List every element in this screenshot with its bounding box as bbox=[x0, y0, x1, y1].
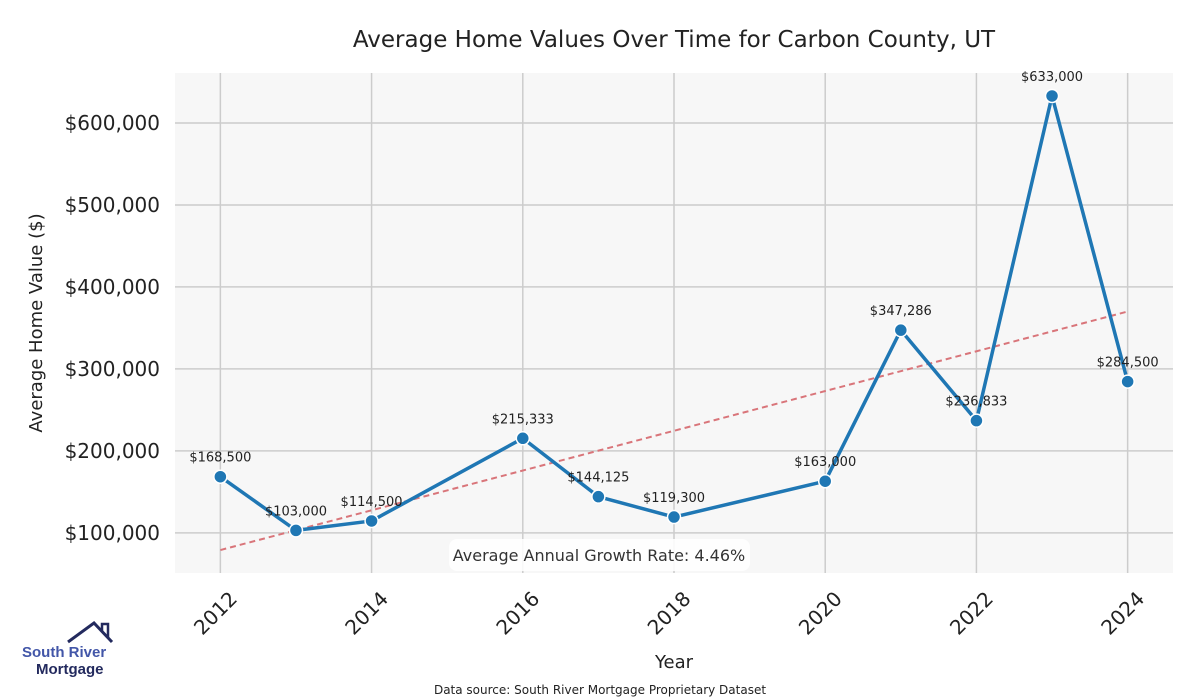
data-point bbox=[591, 489, 606, 504]
data-label: $119,300 bbox=[643, 491, 705, 506]
data-point bbox=[364, 513, 379, 529]
y-axis-label: Average Home Value ($) bbox=[26, 213, 47, 432]
growth-rate-annotation: Average Annual Growth Rate: 4.46% bbox=[453, 546, 745, 565]
x-axis-label: Year bbox=[654, 652, 694, 673]
x-tick-label: 2018 bbox=[643, 587, 696, 640]
chart-title: Average Home Values Over Time for Carbon… bbox=[353, 27, 996, 53]
data-label: $114,500 bbox=[341, 495, 403, 510]
y-tick-label: $500,000 bbox=[65, 193, 160, 217]
data-label: $163,000 bbox=[794, 455, 856, 470]
south-river-mortgage-logo: South River Mortgage bbox=[22, 620, 114, 682]
data-point bbox=[1044, 88, 1060, 104]
data-point bbox=[893, 322, 909, 338]
data-label: $215,333 bbox=[492, 412, 554, 427]
x-tick-label: 2024 bbox=[1096, 587, 1149, 640]
y-tick-label: $600,000 bbox=[65, 111, 160, 135]
data-label: $347,286 bbox=[870, 304, 932, 319]
data-point bbox=[817, 473, 833, 489]
data-label: $168,500 bbox=[189, 451, 251, 466]
x-tick-label: 2022 bbox=[945, 587, 998, 640]
trend-line bbox=[220, 310, 1128, 552]
data-label: $633,000 bbox=[1021, 70, 1083, 85]
data-label: $236,833 bbox=[945, 395, 1007, 410]
data-point bbox=[213, 469, 228, 484]
y-tick-label: $400,000 bbox=[65, 275, 160, 299]
logo-line2: Mortgage bbox=[36, 661, 104, 678]
annotation-box bbox=[449, 539, 750, 571]
data-point bbox=[515, 431, 531, 446]
data-point bbox=[288, 523, 304, 538]
data-point bbox=[666, 509, 682, 525]
x-tick-label: 2020 bbox=[794, 587, 847, 640]
x-tick-label: 2016 bbox=[491, 587, 544, 640]
house-roof-icon bbox=[67, 621, 114, 644]
data-point bbox=[1120, 374, 1135, 389]
y-tick-label: $300,000 bbox=[65, 357, 160, 381]
logo-line1: South River bbox=[22, 644, 107, 661]
y-tick-label: $200,000 bbox=[65, 439, 160, 463]
data-label: $103,000 bbox=[265, 504, 327, 519]
x-tick-label: 2014 bbox=[340, 587, 393, 640]
data-point bbox=[969, 413, 984, 428]
y-tick-label: $100,000 bbox=[65, 521, 160, 545]
x-tick-label: 2012 bbox=[189, 587, 242, 640]
data-label: $284,500 bbox=[1097, 356, 1159, 371]
data-label: $144,125 bbox=[567, 471, 629, 486]
data-source-note: Data source: South River Mortgage Propri… bbox=[434, 683, 766, 697]
